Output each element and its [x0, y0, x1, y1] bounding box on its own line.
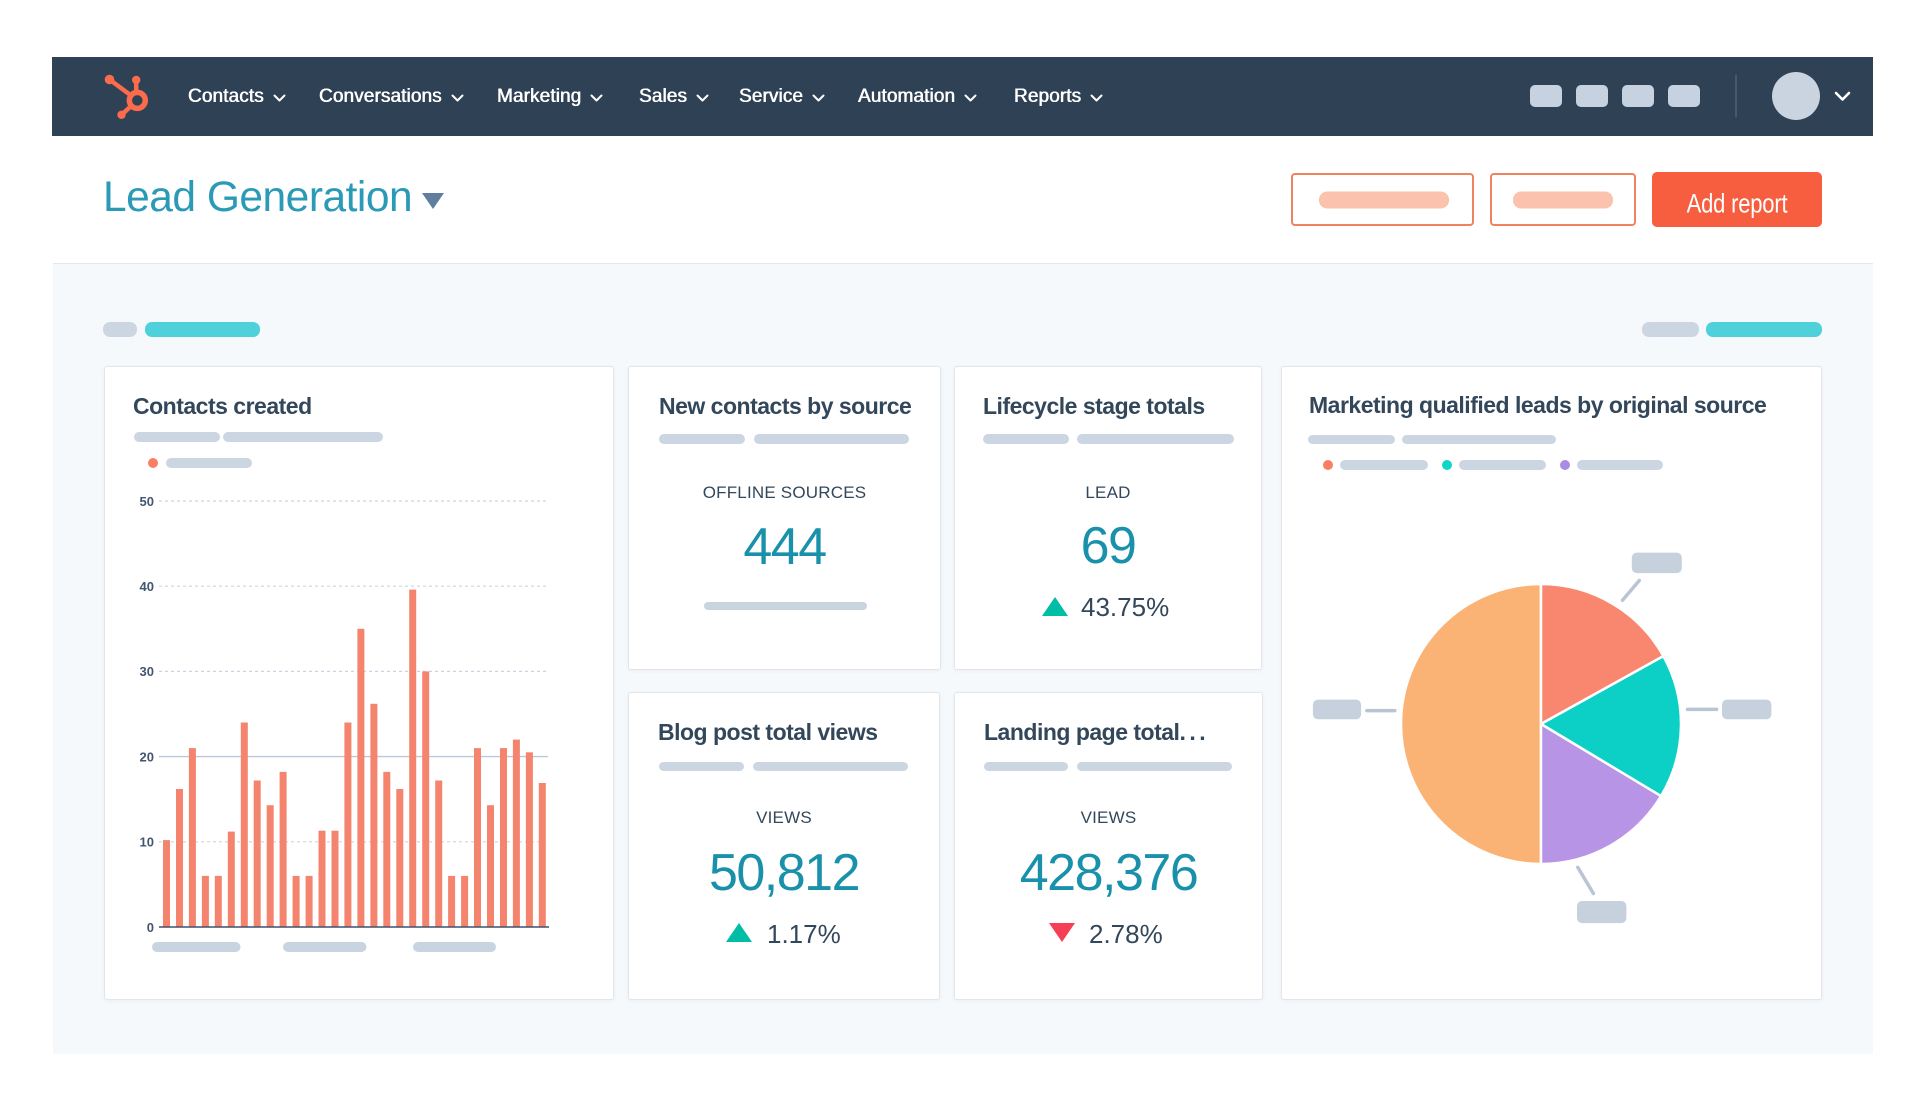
- svg-text:50: 50: [140, 494, 154, 509]
- svg-text:20: 20: [140, 749, 154, 764]
- svg-text:10: 10: [140, 835, 154, 850]
- svg-text:0: 0: [147, 920, 154, 935]
- svg-text:40: 40: [140, 579, 154, 594]
- svg-text:30: 30: [140, 664, 154, 679]
